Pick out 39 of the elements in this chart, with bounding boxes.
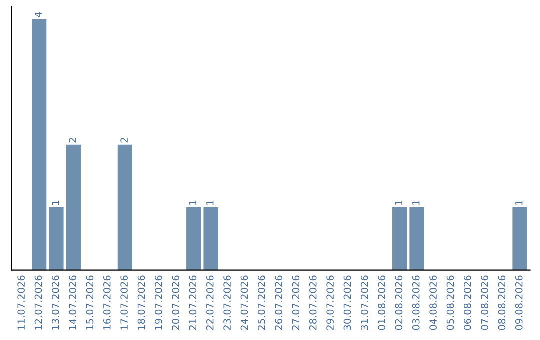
data-label: 1 [395, 200, 403, 206]
x-tick-label: 19.07.2026 [154, 276, 162, 330]
x-tick-label: 30.07.2026 [344, 276, 352, 330]
x-tick-label: 15.07.2026 [86, 276, 94, 330]
x-tick-label: 28.07.2026 [309, 276, 317, 330]
x-tick-label: 13.07.2026 [52, 276, 60, 330]
x-tick-label: 07.08.2026 [481, 276, 488, 330]
x-tick-label: 06.08.2026 [464, 276, 472, 330]
data-label: 1 [206, 200, 214, 206]
data-label: 1 [189, 200, 197, 206]
x-tick-label: 08.08.2026 [498, 276, 506, 330]
x-tick-label: 02.08.2026 [395, 276, 403, 330]
x-tick-label: 09.08.2026 [515, 276, 523, 330]
x-tick-label: 31.07.2026 [360, 276, 368, 330]
x-tick-label: 18.07.2026 [138, 276, 146, 330]
x-tick-label: 22.07.2026 [206, 276, 214, 330]
data-label: 4 [34, 12, 42, 18]
x-tick-label: 25.07.2026 [258, 276, 266, 330]
x-tick-label: 12.07.2026 [34, 276, 42, 330]
x-tick-label: 11.07.2026 [18, 276, 25, 330]
x-tick-label: 04.08.2026 [430, 276, 437, 330]
x-tick-label: 27.07.2026 [292, 276, 300, 330]
x-tick-label: 29.07.2026 [326, 276, 334, 330]
x-tick-label: 21.07.2026 [189, 276, 197, 330]
x-tick-label: 16.07.2026 [103, 276, 111, 330]
x-tick-label: 14.07.2026 [69, 276, 76, 330]
data-label: 1 [412, 200, 420, 206]
data-label: 2 [69, 138, 76, 143]
data-label: 1 [516, 200, 523, 206]
x-tick-label: 17.07.2026 [120, 276, 128, 330]
x-tick-label: 03.08.2026 [412, 276, 420, 330]
data-label: 2 [120, 138, 128, 143]
x-tick-label: 05.08.2026 [446, 276, 454, 330]
x-tick-label: 23.07.2026 [224, 276, 231, 330]
x-tick-label: 20.07.2026 [172, 276, 180, 330]
x-tick-label: 26.07.2026 [275, 276, 282, 330]
x-tick-label: 01.08.2026 [378, 276, 386, 330]
x-tick-label: 24.07.2026 [240, 276, 248, 330]
data-label: 1 [52, 200, 60, 206]
